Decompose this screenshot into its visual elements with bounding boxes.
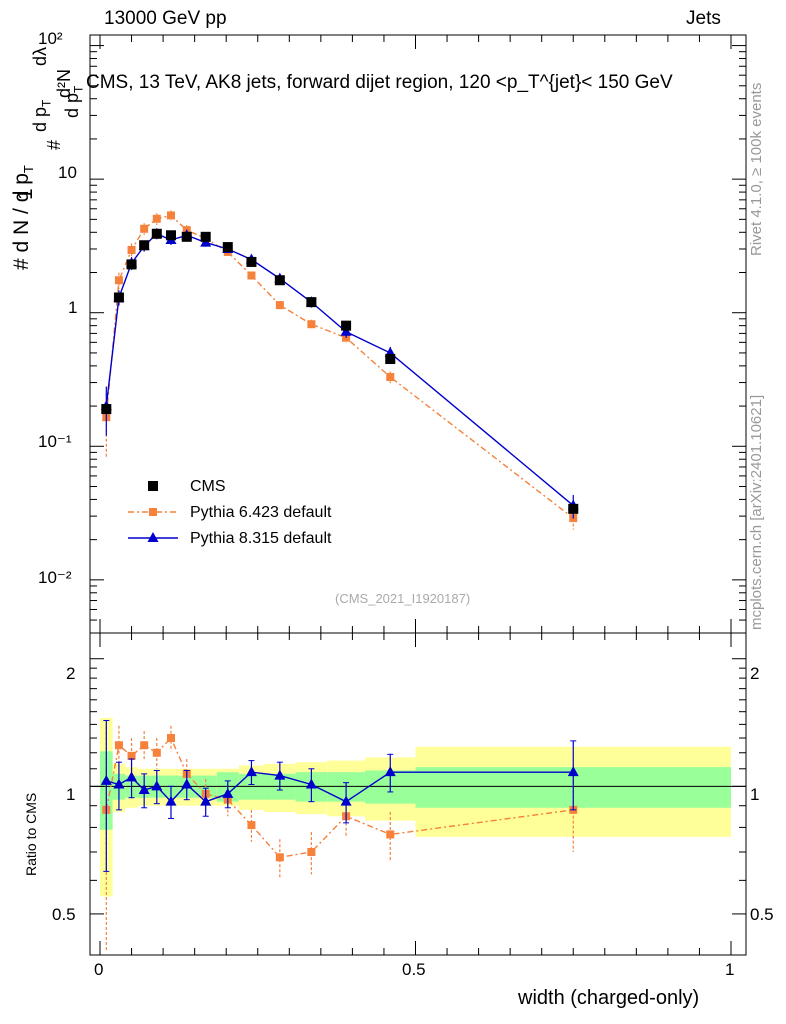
marker-pythia6: [247, 271, 256, 280]
marker-pythia6: [275, 301, 284, 310]
ratio-marker-pythia6: [140, 741, 149, 750]
ratio-marker-pythia8: [181, 778, 193, 789]
plot-title: CMS, 13 TeV, AK8 jets, forward dijet reg…: [86, 72, 673, 94]
ratio-marker-pythia6: [307, 847, 316, 856]
main-frame: [89, 34, 747, 634]
ytick-1e-1: 10⁻¹: [38, 432, 72, 451]
xtick-0: 0: [94, 960, 104, 979]
marker-cms: [101, 404, 112, 415]
marker-pythia6: [140, 224, 149, 233]
marker-cms: [200, 231, 211, 242]
legend-marker-pythia6: [149, 508, 157, 516]
ratio-marker-pythia8: [305, 778, 317, 789]
main-ylabel: # d N / d pT: [10, 165, 36, 270]
legend-marker-cms: [148, 481, 158, 491]
analysis-watermark: (CMS_2021_I1920187): [335, 591, 471, 606]
marker-pythia8: [340, 325, 352, 336]
ratio-marker-pythia8: [340, 795, 352, 806]
marker-cms: [341, 320, 352, 331]
marker-pythia6: [307, 320, 316, 329]
ratio-marker-pythia6: [247, 821, 256, 830]
main-ylabel-dpT2-T: T: [71, 85, 86, 93]
ratio-marker-pythia8: [100, 774, 112, 785]
ytick-1: 1: [68, 298, 78, 317]
ratio-ytick-2-right: 2: [750, 664, 760, 683]
ratio-marker-pythia8: [138, 784, 150, 795]
main-ylabel-dpT-T: T: [39, 99, 54, 107]
marker-cms: [181, 231, 192, 242]
header-right: Jets: [686, 8, 721, 29]
marker-cms: [151, 228, 162, 239]
marker-cms: [274, 275, 285, 286]
ratio-ytick-0.5: 0.5: [52, 905, 76, 924]
ratio-ylabel: Ratio to CMS: [23, 792, 39, 876]
marker-cms: [126, 259, 137, 270]
main-ylabel-dpT2-text: d p: [62, 92, 82, 118]
ratio-marker-pythia8: [274, 769, 286, 780]
marker-pythia6: [386, 373, 395, 382]
ratio-marker-pythia8: [113, 778, 125, 789]
rivet-version-label: Rivet 4.1.0, ≥ 100k events: [748, 82, 765, 256]
marker-cms: [165, 230, 176, 241]
ratio-ytick-1: 1: [66, 785, 76, 804]
ratio-marker-pythia8: [126, 771, 138, 782]
ratio-marker-pythia8: [200, 795, 212, 806]
ratio-frame: [89, 632, 747, 956]
marker-cms: [113, 292, 124, 303]
marker-pythia6: [152, 214, 161, 223]
main-ylabel-T: T: [21, 165, 37, 174]
legend-label-pythia8: Pythia 8.315 default: [190, 530, 332, 547]
legend-label-cms: CMS: [190, 478, 226, 495]
ratio-marker-pythia6: [152, 748, 161, 757]
ratio-marker-pythia8: [245, 766, 257, 777]
main-ylabel-dpT2: d pT: [62, 86, 86, 118]
ratio-ytick-0.5-right: 0.5: [750, 905, 774, 924]
ytick-1e-2: 10⁻²: [38, 568, 72, 587]
xtick-1: 1: [725, 960, 735, 979]
mcplots-label: mcplots.cern.ch [arXiv:2401.10621]: [748, 394, 765, 630]
x-axis-label: width (charged-only): [518, 987, 700, 1009]
main-ylabel-dN: d N / d p: [10, 173, 33, 253]
marker-cms: [222, 242, 233, 253]
ratio-marker-pythia6: [386, 830, 395, 839]
marker-cms: [306, 297, 317, 308]
marker-pythia6: [127, 245, 136, 254]
series-line-pythia6: [105, 214, 574, 519]
header-left: 13000 GeV pp: [104, 8, 227, 29]
ratio-marker-pythia6: [127, 751, 136, 760]
legend-label-pythia6: Pythia 6.423 default: [190, 504, 332, 521]
ratio-marker-pythia8: [165, 795, 177, 806]
ratio-marker-pythia6: [275, 853, 284, 862]
ratio-marker-pythia6: [114, 741, 123, 750]
marker-cms: [568, 503, 579, 514]
ytick-10: 10: [58, 163, 77, 182]
ratio-marker-pythia8: [222, 787, 234, 798]
ratio-ytick-2: 2: [66, 664, 76, 683]
ratio-marker-pythia8: [384, 766, 396, 777]
ytick-1e2: 10²: [38, 29, 63, 48]
legend-marker-pythia8: [147, 532, 159, 542]
ratio-marker-pythia6: [166, 734, 175, 743]
main-ylabel-dpT: d pT: [30, 100, 54, 132]
marker-pythia6: [166, 211, 175, 220]
marker-cms: [139, 240, 150, 251]
ratio-marker-pythia8: [567, 766, 579, 777]
main-ylabel-hash2: #: [44, 139, 64, 150]
main-ylabel-hash: #: [10, 258, 33, 270]
ratio-ytick-1-right: 1: [750, 785, 760, 804]
xtick-0.5: 0.5: [402, 960, 426, 979]
main-ylabel-dpT-text: d p: [30, 106, 50, 132]
ratio-marker-pythia8: [151, 780, 163, 791]
main-ylabel-dlambda: dλ: [30, 46, 50, 66]
plot-title-text: CMS, 13 TeV, AK8 jets, forward dijet reg…: [86, 72, 673, 93]
marker-cms: [246, 256, 257, 267]
marker-pythia6: [114, 276, 123, 285]
main-ylabel-one: 1: [14, 188, 37, 200]
marker-cms: [385, 354, 396, 365]
